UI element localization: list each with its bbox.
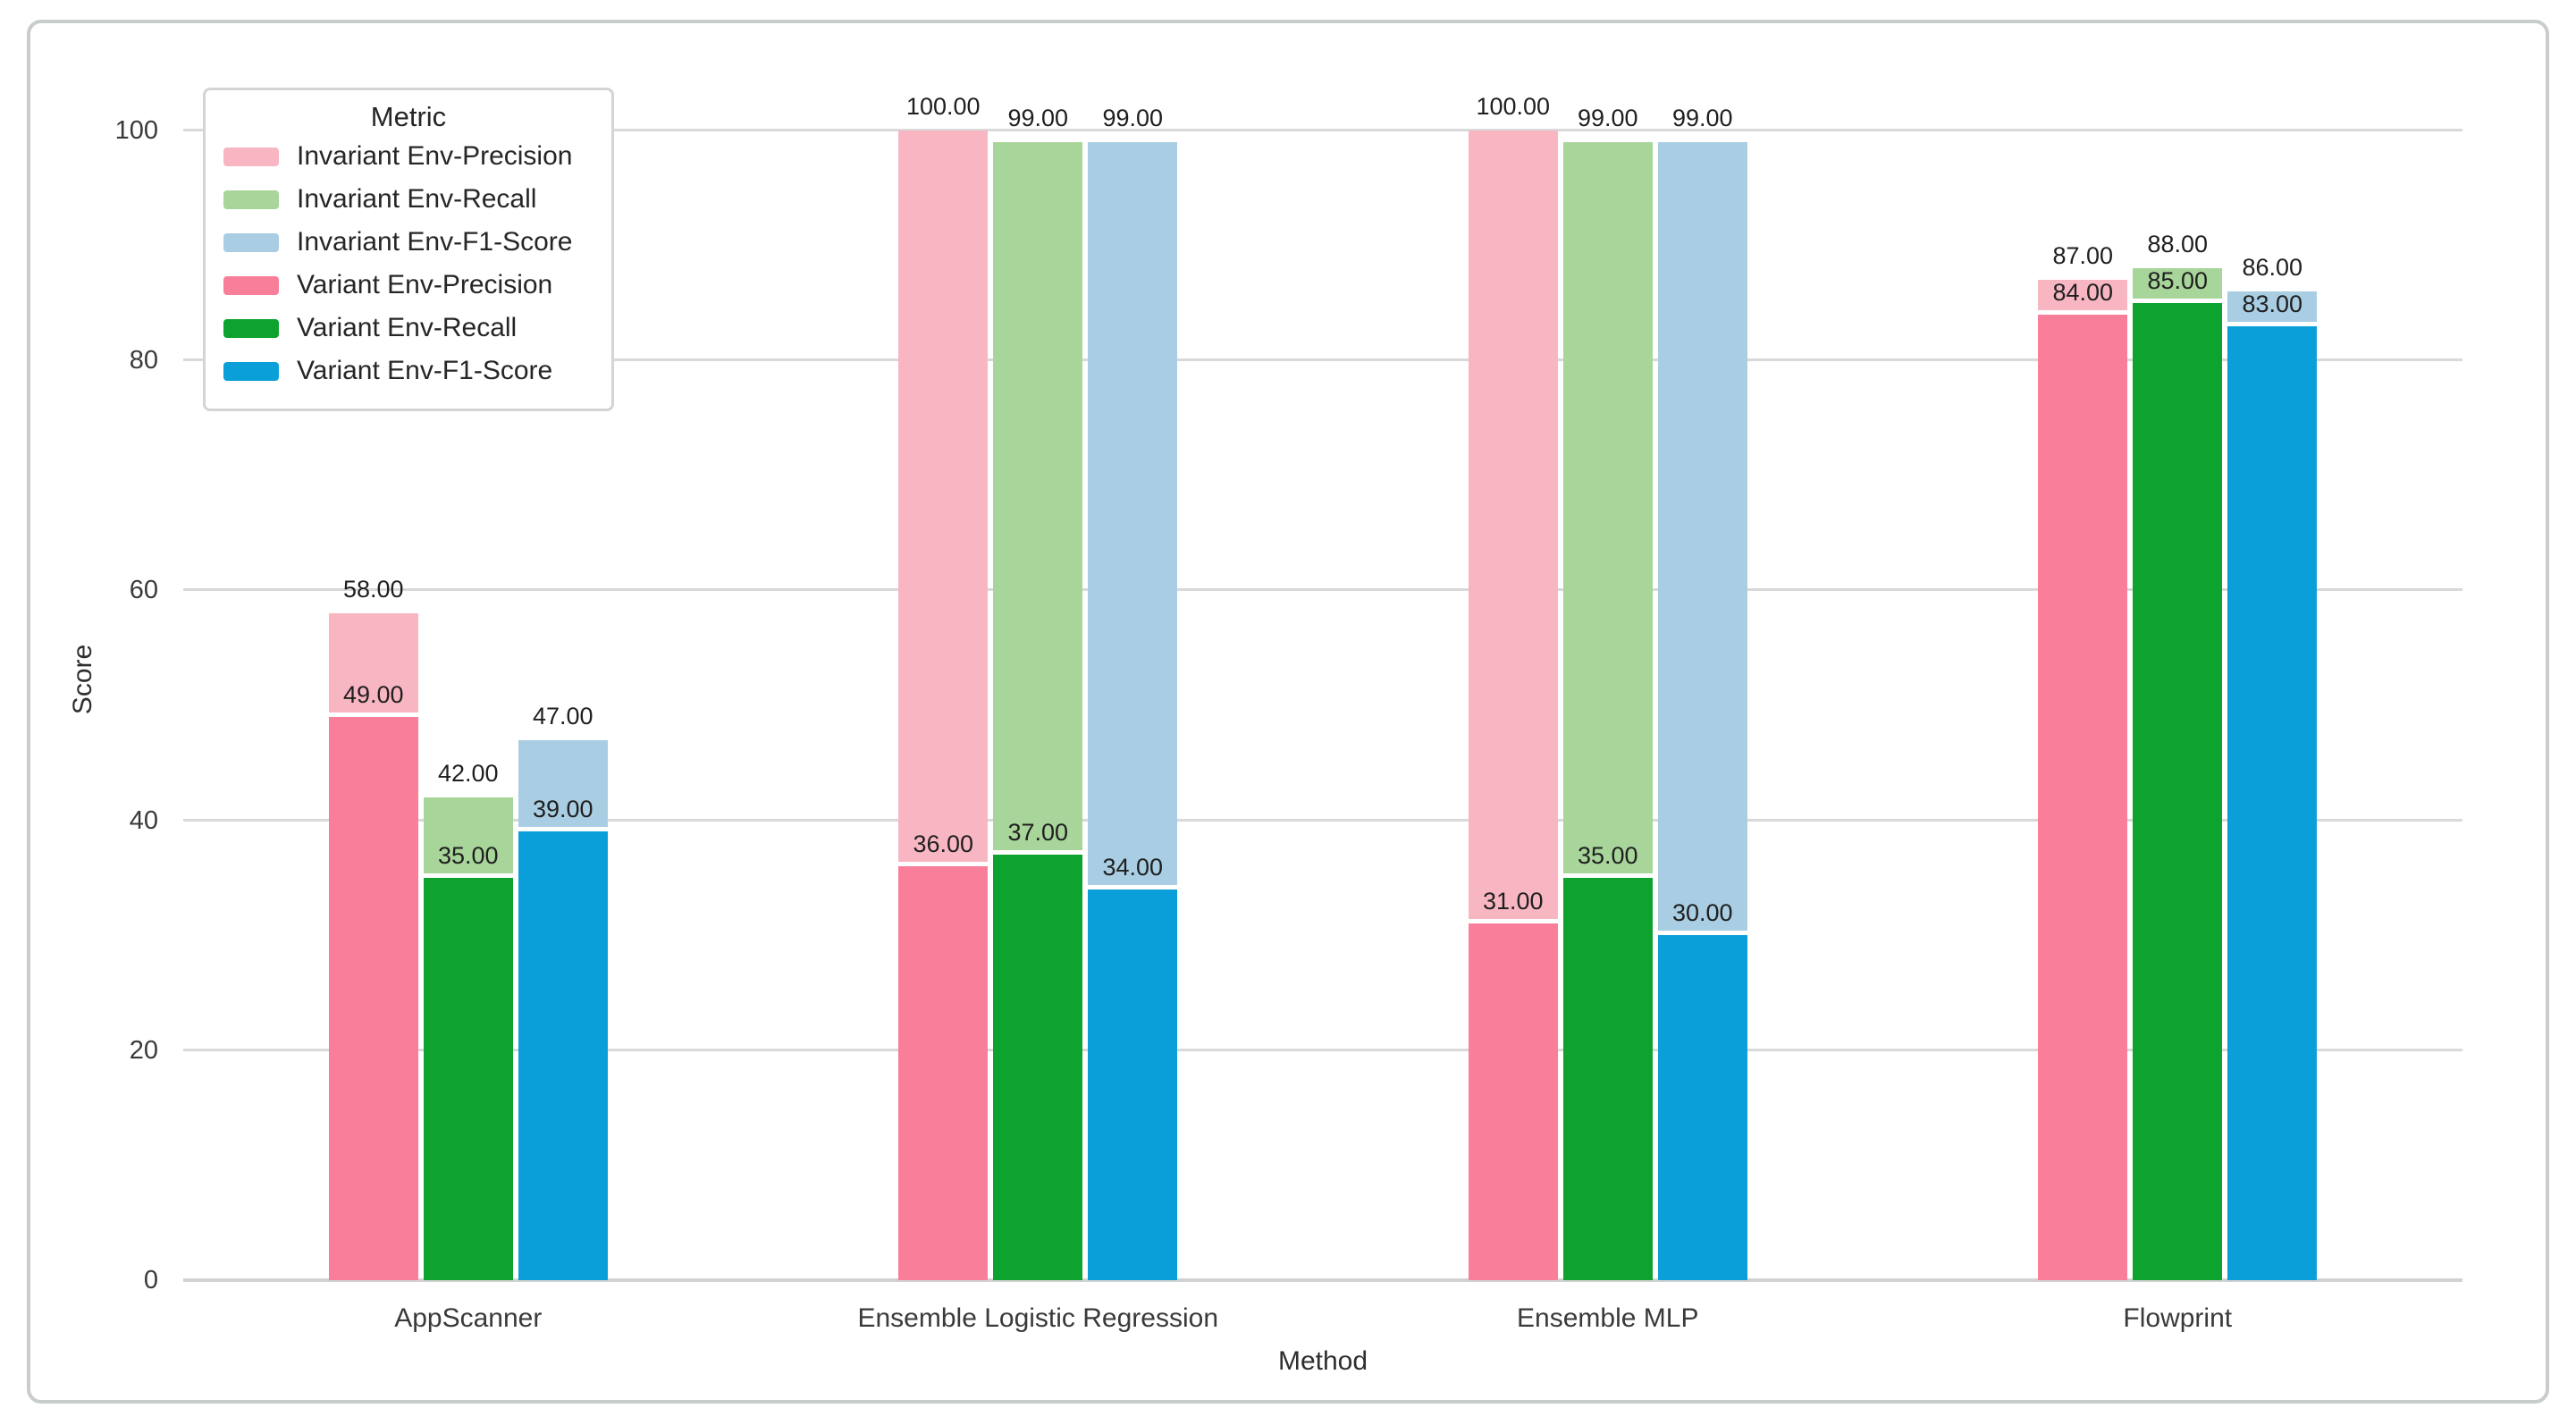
value-label-invariant-3-0: 87.00	[2052, 242, 2114, 270]
value-label-invariant-2-2: 99.00	[1671, 104, 1733, 131]
gridline-y20	[183, 1048, 2462, 1051]
legend-swatch-icon	[223, 190, 279, 209]
gridline-y0	[183, 1278, 2462, 1282]
bar-pair-2-1: 99.00 35.00	[1562, 105, 1653, 1280]
legend-item-label: Variant Env-F1-Score	[297, 356, 553, 385]
value-label-variant-0-2: 39.00	[532, 796, 593, 823]
value-label-variant-0-1: 35.00	[437, 841, 499, 869]
value-label-invariant-0-1: 42.00	[437, 759, 499, 787]
bar-pair-3-2: 86.00 83.00	[2227, 131, 2318, 1280]
bar-pair-2-0: 100.00 31.00	[1468, 93, 1558, 1280]
bar-pair-0-0: 58.00 49.00	[328, 131, 418, 1280]
bar-pair-3-1: 88.00 85.00	[2133, 131, 2223, 1280]
value-label-variant-2-0: 31.00	[1482, 888, 1544, 915]
y-tick-label-80: 80	[129, 346, 158, 375]
y-tick-label-60: 60	[129, 576, 158, 605]
y-tick-label-0: 0	[143, 1266, 158, 1294]
bar-variant-env-precision-0	[328, 712, 418, 1280]
legend-swatch-icon	[223, 275, 279, 295]
bar-variant-env-recall-1	[993, 850, 1083, 1280]
bar-pair-3-0: 87.00 84.00	[2038, 131, 2128, 1280]
legend-item-label: Variant Env-Recall	[297, 313, 518, 342]
bar-group-1: 100.00 36.00 99.00 37.00 99.00 34.00	[898, 93, 1178, 1280]
value-label-variant-3-0: 84.00	[2052, 278, 2114, 306]
bar-variant-env-f1-score-0	[518, 827, 608, 1280]
bar-pair-1-0: 100.00 36.00	[898, 93, 989, 1280]
legend-item-label: Invariant Env-Recall	[297, 184, 537, 214]
value-label-invariant-0-0: 58.00	[342, 576, 404, 603]
gridline-y100	[183, 129, 2462, 131]
x-axis-label: Method	[1277, 1346, 1368, 1376]
legend-swatch-icon	[223, 318, 279, 338]
x-tick-label-1: Ensemble Logistic Regression	[857, 1303, 1219, 1333]
legend-items: Invariant Env-Precision Invariant Env-Rec…	[206, 135, 611, 392]
legend-item-4: Variant Env-Recall	[206, 307, 611, 350]
value-label-invariant-1-1: 99.00	[1007, 104, 1069, 131]
y-tick-label-40: 40	[129, 805, 158, 835]
gridline-y40	[183, 818, 2462, 822]
value-label-invariant-1-2: 99.00	[1102, 104, 1164, 131]
bar-pair-1-1: 99.00 37.00	[993, 105, 1083, 1280]
value-label-variant-1-2: 34.00	[1102, 853, 1164, 881]
bar-variant-env-f1-score-1	[1088, 884, 1178, 1280]
legend-item-label: Invariant Env-F1-Score	[297, 227, 573, 257]
gridline-y60	[183, 588, 2462, 592]
legend-item-0: Invariant Env-Precision	[206, 135, 611, 178]
x-tick-label-2: Ensemble MLP	[1517, 1303, 1699, 1333]
bar-variant-env-precision-2	[1468, 919, 1558, 1280]
legend-item-2: Invariant Env-F1-Score	[206, 221, 611, 264]
bar-variant-env-f1-score-3	[2227, 321, 2318, 1280]
value-label-invariant-0-2: 47.00	[532, 702, 593, 729]
x-tick-label-0: AppScanner	[394, 1303, 543, 1333]
value-label-variant-2-2: 30.00	[1671, 899, 1733, 927]
value-label-variant-1-0: 36.00	[913, 831, 974, 858]
value-label-invariant-3-2: 86.00	[2242, 254, 2303, 282]
bar-pair-0-1: 42.00 35.00	[423, 131, 513, 1280]
bar-variant-env-precision-3	[2038, 309, 2128, 1280]
bar-variant-env-f1-score-2	[1657, 931, 1747, 1280]
legend-swatch-icon	[223, 361, 279, 381]
value-label-variant-1-1: 37.00	[1007, 819, 1069, 847]
bar-pair-1-2: 99.00 34.00	[1088, 105, 1178, 1280]
bar-variant-env-recall-3	[2133, 298, 2223, 1280]
legend-item-label: Variant Env-Precision	[297, 270, 553, 299]
y-tick-label-20: 20	[129, 1035, 158, 1065]
y-tick-label-100: 100	[114, 116, 158, 145]
legend-swatch-icon	[223, 232, 279, 252]
bar-group-3: 87.00 84.00 88.00 85.00 86.00 83.00	[2038, 131, 2318, 1280]
legend: Metric Invariant Env-Precision Invariant …	[203, 88, 614, 411]
value-label-invariant-2-0: 100.00	[1476, 93, 1551, 120]
value-label-variant-2-1: 35.00	[1577, 841, 1638, 869]
gridline-y80	[183, 358, 2462, 362]
value-label-variant-3-2: 83.00	[2242, 290, 2303, 317]
legend-title: Metric	[370, 101, 447, 132]
bar-pair-2-2: 99.00 30.00	[1657, 105, 1747, 1280]
value-label-invariant-2-1: 99.00	[1577, 104, 1638, 131]
legend-item-1: Invariant Env-Recall	[206, 178, 611, 221]
bar-pair-0-2: 47.00 39.00	[518, 131, 608, 1280]
y-axis-label: Score	[68, 644, 97, 715]
value-label-variant-3-1: 85.00	[2147, 266, 2209, 294]
legend-item-3: Variant Env-Precision	[206, 264, 611, 307]
legend-item-5: Variant Env-F1-Score	[206, 350, 611, 392]
bar-variant-env-precision-1	[898, 862, 989, 1280]
bar-group-0: 58.00 49.00 42.00 35.00 47.00 39.00	[328, 131, 608, 1280]
legend-item-label: Invariant Env-Precision	[297, 141, 573, 171]
value-label-invariant-1-0: 100.00	[905, 93, 981, 120]
bar-variant-env-recall-2	[1562, 873, 1653, 1280]
bar-group-2: 100.00 31.00 99.00 35.00 99.00 30.00	[1468, 93, 1747, 1280]
legend-swatch-icon	[223, 147, 279, 166]
plot-area: 58.00 49.00 42.00 35.00 47.00 39.00 100.00 36.0…	[183, 93, 2462, 1282]
value-label-invariant-3-1: 88.00	[2147, 231, 2209, 258]
bar-variant-env-recall-0	[423, 873, 513, 1280]
x-tick-label-3: Flowprint	[2123, 1303, 2233, 1333]
value-label-variant-0-0: 49.00	[342, 680, 404, 708]
